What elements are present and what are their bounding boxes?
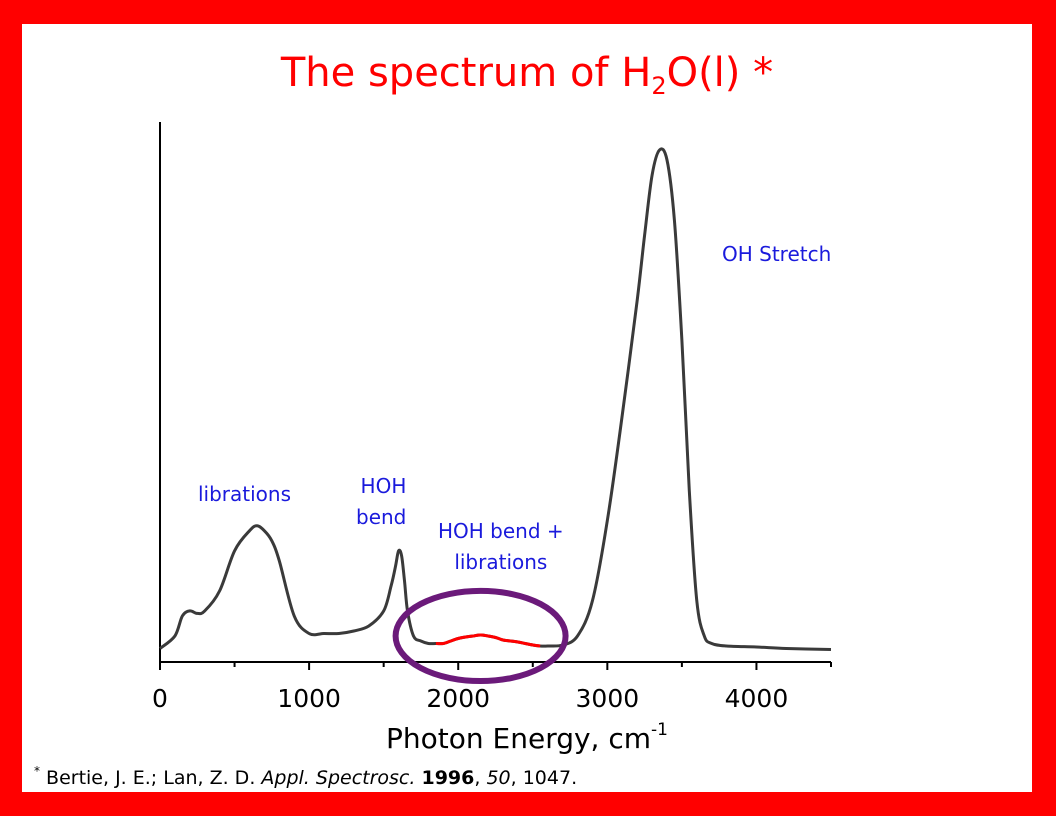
annotation-combination-line1: HOH bend + bbox=[438, 519, 564, 543]
annotation-combination-band: HOH bend + librations bbox=[438, 516, 564, 578]
slide: The spectrum of H2O(l) * 0 1000 2000 3000 40… bbox=[22, 24, 1032, 792]
chart-axes bbox=[159, 122, 832, 670]
annotation-hoh-bend: HOH bend bbox=[356, 471, 406, 533]
citation: * Bertie, J. E.; Lan, Z. D. Appl. Spectr… bbox=[34, 764, 578, 789]
combination-band-highlight bbox=[435, 633, 541, 648]
chart-marks bbox=[159, 147, 832, 685]
title-subscript: 2 bbox=[651, 72, 667, 100]
citation-year: 1996 bbox=[421, 767, 475, 789]
x-tick-label: 1000 bbox=[277, 684, 341, 713]
annotation-librations: librations bbox=[198, 482, 292, 506]
x-axis-label-superscript: -1 bbox=[651, 720, 668, 740]
x-axis-label-text: Photon Energy, cm bbox=[386, 722, 652, 755]
citation-authors: Bertie, J. E.; Lan, Z. D. bbox=[40, 767, 262, 789]
annotation-hoh-bend-line2: bend bbox=[356, 505, 407, 529]
annotation-oh-stretch: OH Stretch bbox=[722, 242, 832, 266]
citation-volume: 50 bbox=[486, 767, 511, 789]
citation-marker: * bbox=[34, 764, 40, 778]
slide-title: The spectrum of H2O(l) * bbox=[22, 50, 1032, 98]
title-suffix: O(l) * bbox=[666, 50, 774, 96]
x-tick-label: 3000 bbox=[576, 684, 640, 713]
citation-pages: , 1047. bbox=[510, 767, 578, 789]
x-tick-labels: 0 1000 2000 3000 4000 bbox=[152, 684, 788, 713]
x-tick-label: 2000 bbox=[426, 684, 490, 713]
x-axis-label: Photon Energy, cm-1 bbox=[22, 720, 1032, 756]
x-tick-label: 0 bbox=[152, 684, 168, 713]
citation-sep2: , bbox=[474, 767, 487, 789]
spectrum-chart: 0 1000 2000 3000 4000 bbox=[152, 122, 832, 713]
x-tick-label: 4000 bbox=[725, 684, 789, 713]
citation-journal: Appl. Spectrosc. bbox=[261, 767, 416, 789]
title-text: The spectrum of H bbox=[280, 50, 652, 96]
annotation-combination-line2: librations bbox=[454, 550, 548, 574]
highlight-circle bbox=[392, 587, 569, 685]
annotation-hoh-bend-line1: HOH bbox=[360, 474, 407, 498]
